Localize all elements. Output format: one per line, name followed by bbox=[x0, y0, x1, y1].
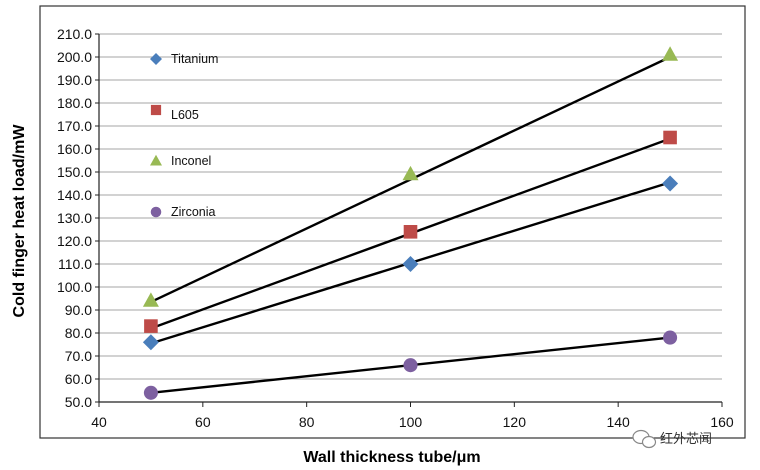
legend-marker-inconel bbox=[150, 154, 162, 166]
x-tick-label: 120 bbox=[503, 414, 527, 430]
watermark-text: 红外芯闻 bbox=[660, 431, 712, 447]
data-point-zirconia bbox=[403, 358, 418, 373]
y-tick-label: 190.0 bbox=[57, 72, 92, 88]
legend-marker-titanium bbox=[150, 53, 162, 65]
y-tick-label: 100.0 bbox=[57, 279, 92, 295]
data-point-inconel bbox=[402, 165, 419, 181]
y-tick-label: 60.0 bbox=[65, 371, 92, 387]
y-tick-label: 120.0 bbox=[57, 233, 92, 249]
data-point-titanium bbox=[662, 175, 679, 192]
data-point-inconel bbox=[142, 292, 159, 307]
y-tick-label: 180.0 bbox=[57, 95, 92, 111]
data-point-l605 bbox=[403, 225, 418, 239]
data-point-titanium bbox=[402, 256, 419, 272]
y-tick-label: 90.0 bbox=[65, 302, 92, 318]
x-tick-label: 160 bbox=[710, 414, 734, 430]
y-tick-label: 80.0 bbox=[65, 325, 92, 341]
y-tick-label: 70.0 bbox=[65, 348, 92, 364]
y-tick-label: 200.0 bbox=[57, 49, 92, 65]
y-tick-label: 140.0 bbox=[57, 187, 92, 203]
data-point-l605 bbox=[663, 130, 677, 145]
data-point-zirconia bbox=[663, 330, 678, 345]
x-tick-label: 100 bbox=[399, 414, 423, 430]
y-tick-label: 130.0 bbox=[57, 210, 92, 226]
legend: Titanium L605 Inconel Zirconia bbox=[150, 52, 218, 219]
x-tick-labels: 40 60 80 100 120 140 160 bbox=[91, 414, 734, 430]
data-point-zirconia bbox=[143, 385, 158, 400]
legend-label-inconel: Inconel bbox=[171, 154, 211, 168]
legend-marker-l605 bbox=[150, 104, 162, 116]
legend-label-titanium: Titanium bbox=[171, 52, 218, 66]
data-point-l605 bbox=[144, 319, 158, 333]
x-axis-title: Wall thickness tube/μm bbox=[303, 449, 480, 466]
data-point-inconel bbox=[662, 46, 679, 61]
wechat-icon bbox=[632, 429, 657, 449]
y-tick-label: 50.0 bbox=[65, 394, 92, 410]
y-tick-label: 210.0 bbox=[57, 26, 92, 42]
x-tick-label: 140 bbox=[606, 414, 630, 430]
data-points bbox=[142, 46, 679, 400]
y-tick-label: 150.0 bbox=[57, 164, 92, 180]
axes bbox=[95, 33, 723, 407]
y-tick-label: 160.0 bbox=[57, 141, 92, 157]
y-tick-label: 170.0 bbox=[57, 118, 92, 134]
legend-label-l605: L605 bbox=[171, 108, 199, 122]
x-tick-label: 80 bbox=[299, 414, 315, 430]
y-axis-title: Cold finger heat load/mW bbox=[11, 124, 28, 318]
legend-label-zirconia: Zirconia bbox=[171, 205, 216, 219]
y-tick-labels: 50.0 60.0 70.0 80.0 90.0 100.0 110.0 120.0 130.0… bbox=[57, 26, 92, 410]
legend-marker-zirconia bbox=[150, 206, 162, 218]
watermark: 红外芯闻 bbox=[632, 429, 712, 449]
y-tick-label: 110.0 bbox=[58, 256, 92, 272]
x-tick-label: 60 bbox=[195, 414, 211, 430]
data-point-titanium bbox=[142, 334, 159, 351]
x-tick-label: 40 bbox=[91, 414, 107, 430]
